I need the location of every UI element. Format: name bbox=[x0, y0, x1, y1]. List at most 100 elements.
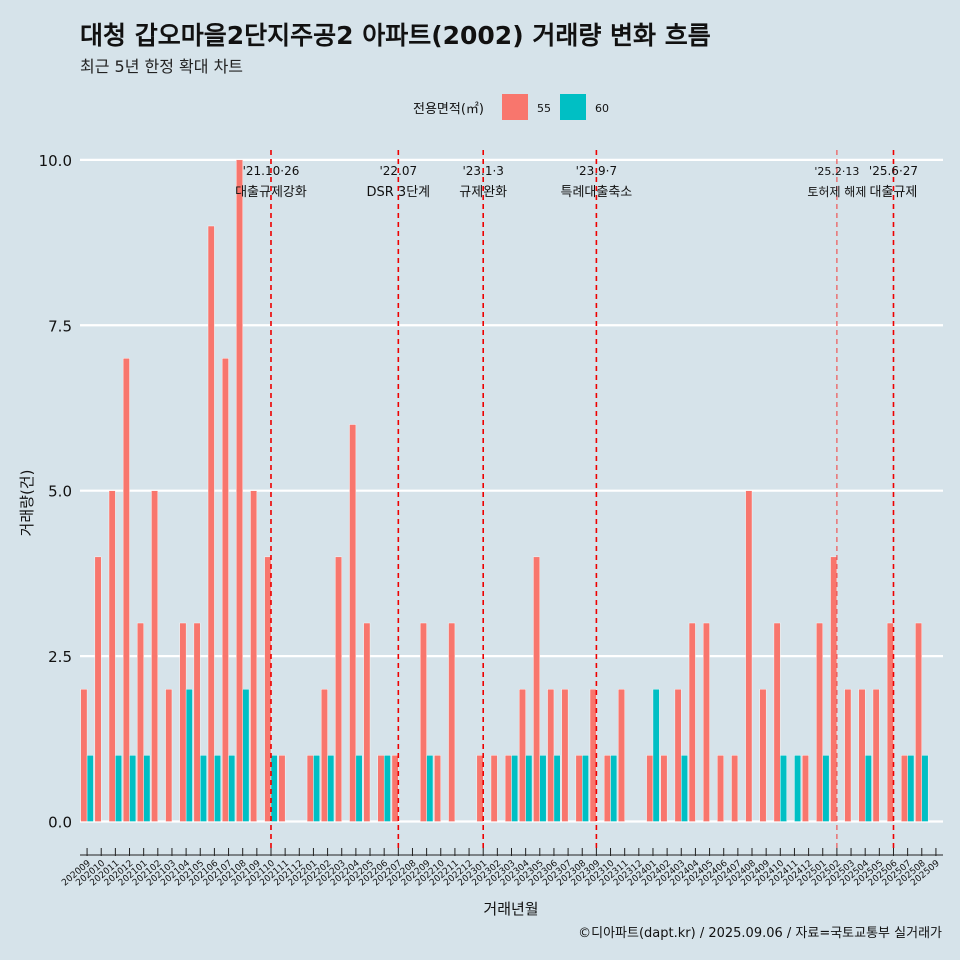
bar-60-202110 bbox=[270, 755, 278, 822]
bar-55-202102 bbox=[151, 490, 159, 822]
legend-label-55: 55 bbox=[537, 102, 551, 115]
bar-55-202106 bbox=[207, 225, 215, 822]
event-label-5: 대출규제 bbox=[870, 185, 918, 200]
bar-55-202009 bbox=[80, 688, 88, 822]
bar-55-202205 bbox=[363, 622, 371, 822]
bar-55-202402 bbox=[660, 755, 668, 822]
bar-55-202303 bbox=[504, 755, 512, 822]
bar-60-202206 bbox=[383, 755, 391, 822]
bars bbox=[80, 159, 929, 822]
chart-title: 대청 갑오마을2단지주공2 아파트(2002) 거래량 변화 흐름 bbox=[80, 21, 711, 50]
bar-55-202011 bbox=[108, 490, 116, 822]
bar-60-202410 bbox=[780, 755, 787, 822]
bar-55-202409 bbox=[759, 688, 767, 822]
bar-60-202009 bbox=[86, 755, 94, 822]
y-tick-label: 7.5 bbox=[48, 317, 72, 335]
bar-55-202210 bbox=[434, 755, 441, 822]
bar-55-202302 bbox=[490, 755, 498, 822]
bar-55-202103 bbox=[165, 688, 173, 822]
event-date-3: '23.9·7 bbox=[576, 164, 617, 178]
bar-55-202408 bbox=[745, 490, 753, 822]
event-date-1: '22.07 bbox=[379, 164, 417, 178]
event-label-3: 특례대출축소 bbox=[561, 185, 633, 200]
bar-55-202406 bbox=[717, 755, 724, 822]
bar-55-202307 bbox=[561, 688, 569, 822]
bar-55-202502 bbox=[830, 556, 838, 822]
bar-55-202405 bbox=[702, 622, 710, 822]
bar-55-202404 bbox=[688, 622, 696, 822]
bar-55-202401 bbox=[646, 755, 654, 822]
y-axis-label: 거래량(건) bbox=[18, 470, 36, 537]
event-date-0: '21.10·26 bbox=[243, 164, 300, 178]
bar-60-202107 bbox=[228, 755, 236, 822]
event-label-2: 규제완화 bbox=[459, 185, 507, 200]
bar-55-202505 bbox=[872, 688, 880, 822]
bar-55-202105 bbox=[193, 622, 201, 822]
bar-55-202310 bbox=[603, 755, 611, 822]
annotations: '21.10·26 대출규제강화 '22.07 DSR 3단계 '23.1·3 규제완화 '… bbox=[235, 150, 918, 848]
y-tick-label: 10.0 bbox=[39, 152, 72, 170]
bar-55-202209 bbox=[420, 622, 427, 822]
bar-60-202403 bbox=[681, 755, 688, 822]
bar-55-202104 bbox=[179, 622, 187, 822]
bar-60-202411 bbox=[794, 755, 802, 822]
bar-55-202207 bbox=[391, 755, 399, 822]
bar-60-202101 bbox=[143, 755, 151, 822]
bar-60-202507 bbox=[907, 755, 915, 822]
y-tick-label: 5.0 bbox=[48, 483, 72, 501]
bar-60-202308 bbox=[582, 755, 589, 822]
y-tick-label: 2.5 bbox=[48, 648, 72, 666]
bar-55-202012 bbox=[122, 358, 130, 822]
event-date-5: '25.6·27 bbox=[869, 164, 918, 178]
legend: 전용면적(㎡) 55 60 bbox=[413, 94, 609, 120]
bar-55-202111 bbox=[278, 755, 286, 822]
bar-55-202010 bbox=[94, 556, 102, 822]
bar-55-202202 bbox=[321, 688, 328, 822]
bar-55-202206 bbox=[377, 755, 385, 822]
bar-55-202504 bbox=[858, 688, 866, 822]
bar-60-202504 bbox=[864, 755, 872, 822]
bar-55-202508 bbox=[915, 622, 922, 822]
legend-swatch-60 bbox=[560, 94, 586, 120]
bar-55-202301 bbox=[476, 755, 484, 822]
bar-60-202401 bbox=[652, 688, 660, 822]
bar-55-202204 bbox=[349, 424, 357, 822]
bar-60-202106 bbox=[214, 755, 221, 822]
bar-55-202503 bbox=[844, 688, 852, 822]
bar-55-202107 bbox=[221, 358, 229, 822]
bar-60-202105 bbox=[200, 755, 207, 822]
bar-60-202306 bbox=[553, 755, 561, 822]
event-label-1: DSR 3단계 bbox=[367, 185, 431, 200]
legend-label-60: 60 bbox=[595, 102, 609, 115]
bar-55-202110 bbox=[264, 556, 272, 822]
x-axis-label: 거래년월 bbox=[483, 900, 538, 918]
bar-60-202310 bbox=[610, 755, 618, 822]
source-caption: ©디아파트(dapt.kr) / 2025.09.06 / 자료=국토교통부 실… bbox=[578, 926, 942, 941]
bar-55-202305 bbox=[533, 556, 540, 822]
bar-55-202501 bbox=[816, 622, 823, 822]
bar-55-202201 bbox=[306, 755, 314, 822]
bar-60-202209 bbox=[426, 755, 434, 822]
event-label-0: 대출규제강화 bbox=[235, 185, 307, 200]
bar-60-202011 bbox=[115, 755, 122, 822]
y-tick-label: 0.0 bbox=[48, 814, 72, 832]
bar-60-202204 bbox=[355, 755, 363, 822]
bar-60-202201 bbox=[313, 755, 321, 822]
bar-55-202304 bbox=[519, 688, 526, 822]
bar-55-202309 bbox=[589, 688, 597, 822]
chart-subtitle: 최근 5년 한정 확대 차트 bbox=[80, 57, 244, 76]
bar-55-202306 bbox=[547, 688, 555, 822]
bar-55-202203 bbox=[335, 556, 342, 822]
bar-60-202304 bbox=[525, 755, 533, 822]
bar-60-202108 bbox=[242, 688, 250, 822]
bar-55-202311 bbox=[618, 688, 625, 822]
bar-55-202108 bbox=[236, 159, 243, 822]
bar-60-202305 bbox=[539, 755, 547, 822]
bar-60-202508 bbox=[921, 755, 929, 822]
bar-55-202403 bbox=[674, 688, 682, 822]
legend-title: 전용면적(㎡) bbox=[413, 102, 484, 117]
legend-swatch-55 bbox=[502, 94, 528, 120]
bar-55-202506 bbox=[886, 622, 894, 822]
bar-60-202303 bbox=[511, 755, 519, 822]
